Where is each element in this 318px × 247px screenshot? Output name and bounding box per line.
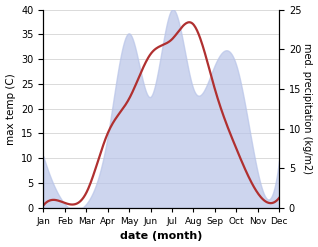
Y-axis label: med. precipitation (kg/m2): med. precipitation (kg/m2) <box>302 43 313 174</box>
X-axis label: date (month): date (month) <box>120 231 203 242</box>
Y-axis label: max temp (C): max temp (C) <box>5 73 16 144</box>
